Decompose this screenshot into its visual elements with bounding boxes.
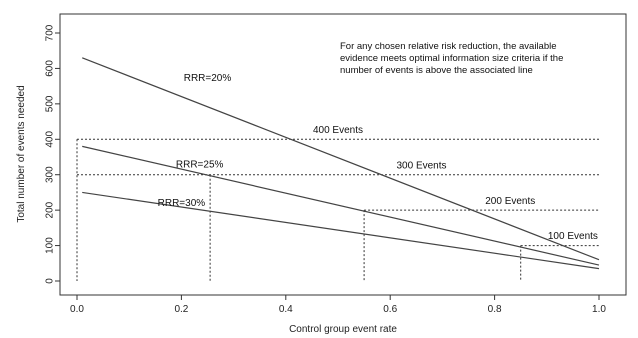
series-line xyxy=(82,57,600,261)
y-tick-label: 400 xyxy=(45,131,56,148)
y-tick-label: 600 xyxy=(45,60,56,77)
series-label: RRR=20% xyxy=(184,73,232,84)
x-tick-label: 1.0 xyxy=(592,304,606,315)
x-tick-label: 0.0 xyxy=(70,304,84,315)
event-label: 100 Events xyxy=(548,231,598,242)
x-axis-title: Control group event rate xyxy=(289,324,397,335)
annotation-line-3: number of events is above the associated… xyxy=(340,65,533,76)
x-tick-label: 0.2 xyxy=(174,304,188,315)
annotation: For any chosen relative risk reduction, … xyxy=(340,41,566,76)
x-axis: 0.0 0.2 0.4 0.6 0.8 1.0 xyxy=(70,295,606,315)
series-label: RRR=30% xyxy=(158,198,206,209)
annotation-line-1: For any chosen relative risk reduction, … xyxy=(340,41,557,52)
event-label: 300 Events xyxy=(396,160,446,171)
y-tick-label: 0 xyxy=(45,278,56,284)
threshold-lines xyxy=(76,138,599,281)
annotation-line-2: evidence meets optimal information size … xyxy=(340,53,563,64)
series-line xyxy=(82,191,600,270)
x-tick-label: 0.8 xyxy=(488,304,502,315)
y-tick-label: 500 xyxy=(45,95,56,112)
x-tick-label: 0.4 xyxy=(279,304,293,315)
series-line xyxy=(82,145,600,266)
y-tick-label: 200 xyxy=(45,201,56,218)
plot-frame xyxy=(59,13,627,296)
y-tick-label: 300 xyxy=(45,166,56,183)
series-lines xyxy=(82,57,600,270)
y-axis: 0 100 200 300 400 500 600 700 xyxy=(45,24,60,284)
series-label: RRR=25% xyxy=(176,160,224,171)
event-label: 400 Events xyxy=(313,125,363,136)
y-tick-label: 100 xyxy=(45,237,56,254)
y-axis-title: Total number of events needed xyxy=(16,85,27,222)
y-tick-label: 700 xyxy=(45,24,56,41)
x-tick-label: 0.6 xyxy=(383,304,397,315)
event-label: 200 Events xyxy=(485,196,535,207)
labels: 400 Events 300 Events 200 Events 100 Events… xyxy=(158,73,598,242)
